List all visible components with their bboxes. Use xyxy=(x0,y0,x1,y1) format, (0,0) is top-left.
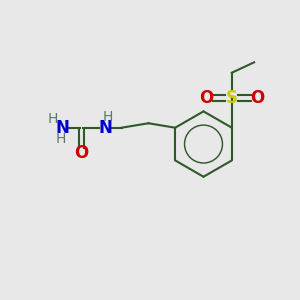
Text: N: N xyxy=(98,119,112,137)
Text: N: N xyxy=(55,119,69,137)
Text: O: O xyxy=(250,89,265,107)
Text: H: H xyxy=(103,110,113,124)
Text: H: H xyxy=(47,112,58,126)
Text: O: O xyxy=(74,144,89,162)
Text: S: S xyxy=(226,89,238,107)
Text: O: O xyxy=(199,89,213,107)
Text: H: H xyxy=(56,132,66,146)
